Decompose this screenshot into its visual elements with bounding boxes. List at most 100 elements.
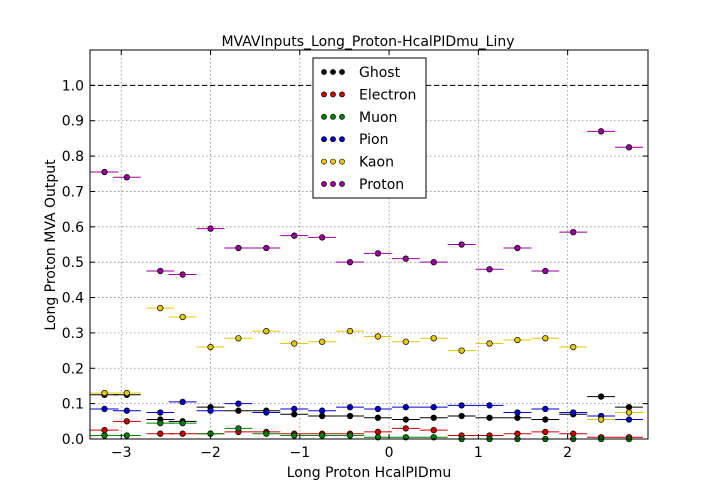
plot-frame: [89, 49, 649, 440]
data-point: [374, 428, 382, 436]
legend-item: Electron: [321, 87, 416, 103]
series-pion: [90, 398, 643, 423]
data-point: [486, 402, 493, 409]
data-point: [597, 128, 605, 135]
data-point: [514, 336, 521, 344]
data-point: [235, 425, 242, 432]
data-point: [458, 412, 465, 420]
data-point: [101, 168, 108, 176]
legend-marker: [339, 113, 345, 120]
data-point: [207, 343, 214, 351]
data-point: [597, 393, 605, 400]
data-point: [486, 266, 493, 273]
data-point: [542, 416, 549, 423]
y-tick-label: 0.4: [62, 291, 84, 307]
data-point: [514, 244, 521, 252]
legend-marker: [339, 158, 345, 165]
x-tick-label: −3: [111, 445, 132, 461]
data-point: [157, 419, 164, 427]
data-point: [291, 411, 298, 418]
data-point: [123, 389, 130, 397]
data-point: [291, 432, 298, 439]
data-point: [514, 430, 521, 437]
data-point: [346, 259, 354, 266]
data-point: [123, 418, 130, 425]
legend-marker: [330, 158, 336, 165]
y-tick-label: 0.7: [62, 184, 84, 200]
data-point: [263, 244, 270, 252]
data-point: [235, 407, 242, 414]
data-point: [597, 416, 605, 423]
data-point: [430, 335, 437, 342]
y-tick-label: 0.5: [62, 255, 84, 271]
data-point: [235, 400, 242, 407]
legend-label: Ghost: [359, 65, 401, 81]
data-point: [542, 335, 549, 342]
legend-marker: [321, 181, 327, 187]
data-point: [625, 416, 633, 423]
data-point: [179, 271, 186, 278]
data-point: [346, 432, 354, 439]
data-point: [123, 407, 130, 414]
data-point: [374, 333, 382, 340]
data-point: [542, 267, 549, 275]
legend-item: Muon: [321, 110, 397, 126]
data-point: [179, 430, 186, 437]
x-tick-label: −2: [200, 445, 221, 461]
legend-marker: [330, 69, 336, 75]
data-point: [123, 432, 130, 439]
data-point: [402, 425, 409, 432]
data-point: [263, 430, 270, 437]
data-point: [374, 405, 382, 413]
legend-marker: [321, 91, 327, 98]
data-point: [514, 414, 521, 421]
x-tick-label: 1: [474, 445, 483, 461]
data-point: [625, 404, 633, 411]
data-point: [486, 414, 493, 421]
x-tick-label: −1: [289, 445, 310, 461]
y-tick-label: 0.2: [62, 361, 84, 377]
data-point: [291, 405, 298, 413]
legend: Ghost Electron Muon Pion Kaon Proton: [312, 57, 427, 199]
data-point: [123, 174, 130, 181]
data-point: [430, 414, 437, 421]
y-tick-label: 0.1: [62, 397, 84, 413]
data-point: [542, 405, 549, 413]
data-point: [430, 404, 437, 411]
data-marks: [90, 128, 643, 443]
legend-item: Ghost: [321, 65, 401, 81]
legend-label: Pion: [359, 132, 388, 148]
data-point: [318, 338, 326, 345]
legend-marker: [330, 91, 336, 98]
data-point: [458, 241, 465, 248]
legend-marker: [330, 136, 336, 143]
data-point: [570, 430, 577, 437]
data-point: [625, 409, 633, 416]
data-point: [346, 412, 354, 420]
data-point: [570, 228, 577, 236]
data-point: [346, 404, 354, 411]
y-axis-label: Long Proton MVA Output: [43, 159, 59, 331]
legend-label: Kaon: [359, 155, 394, 171]
data-point: [263, 409, 270, 416]
data-point: [101, 405, 108, 413]
legend-marker: [339, 181, 345, 187]
series-electron: [90, 418, 643, 441]
data-point: [291, 340, 298, 347]
data-point: [291, 232, 298, 239]
data-point: [157, 305, 164, 312]
chart-title: MVAVInputs_Long_Proton-HcalPIDmu_Liny: [221, 34, 514, 50]
legend-marker: [321, 136, 327, 143]
y-tick-label: 0.0: [62, 432, 84, 448]
data-point: [101, 427, 108, 434]
data-point: [101, 432, 108, 439]
data-point: [179, 419, 186, 427]
data-point: [346, 327, 354, 335]
data-point: [374, 414, 382, 421]
data-point: [179, 398, 186, 406]
legend-marker: [330, 181, 336, 187]
y-tick-label: 0.9: [62, 114, 84, 130]
data-point: [402, 255, 409, 262]
x-axis-label: Long Proton HcalPIDmu: [287, 465, 451, 481]
